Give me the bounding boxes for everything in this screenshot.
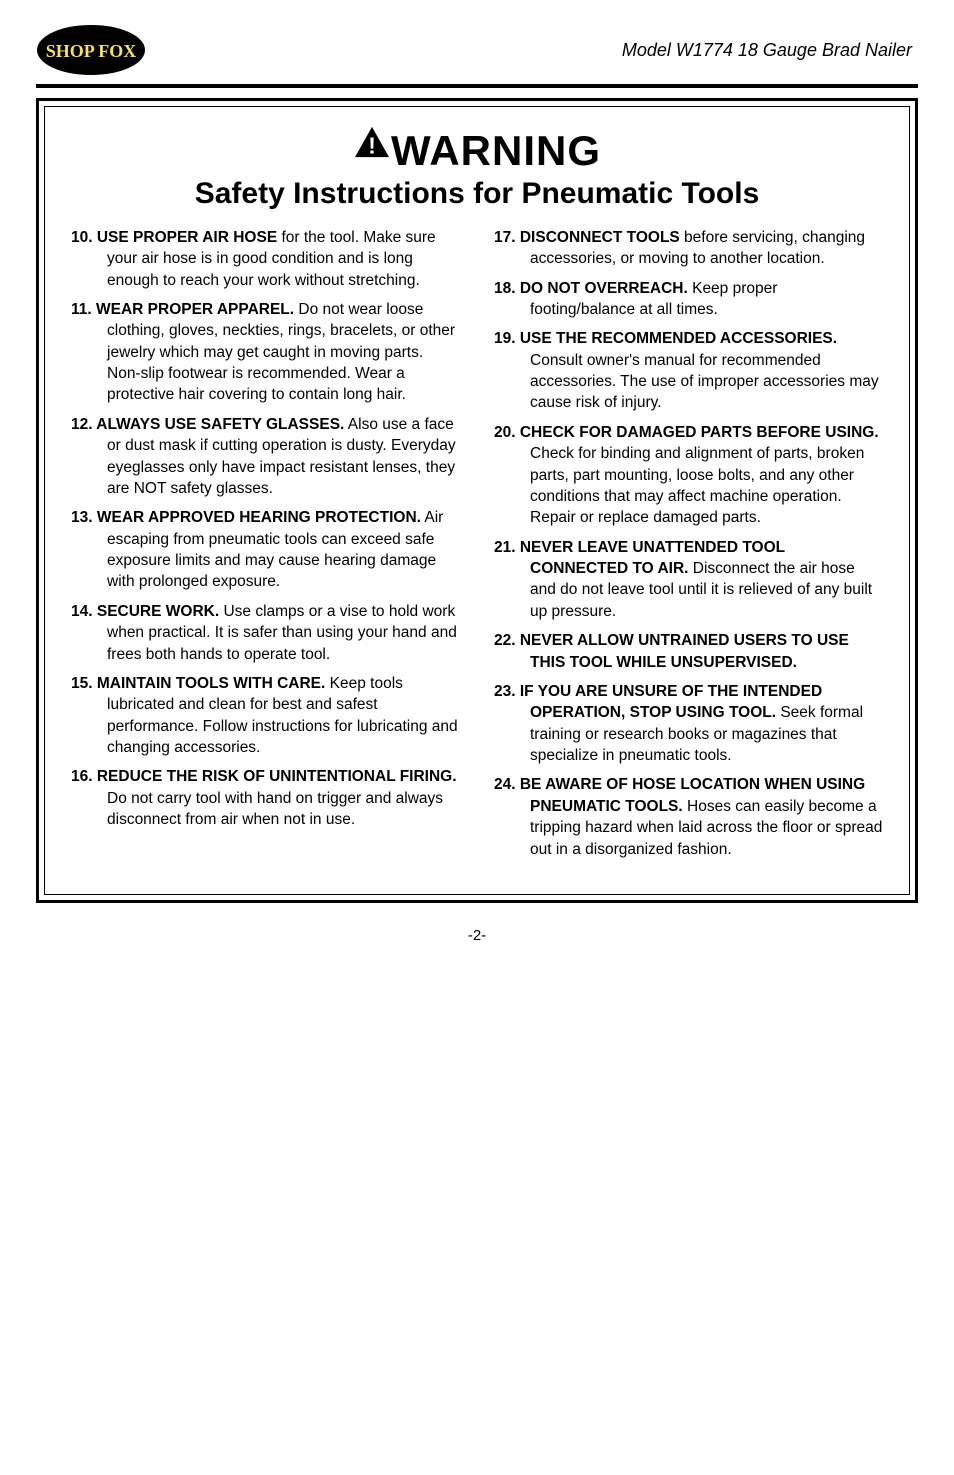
- left-column: 10. USE PROPER AIR HOSE for the tool. Ma…: [71, 227, 460, 868]
- safety-item: 22. NEVER ALLOW UNTRAINED USERS TO USE T…: [494, 630, 883, 673]
- item-number: 11.: [71, 301, 96, 318]
- warning-triangle-icon: !: [353, 125, 391, 159]
- item-number: 17.: [494, 229, 520, 246]
- item-number: 21.: [494, 539, 520, 556]
- warning-outer-frame: ! WARNING Safety Instructions for Pneuma…: [36, 98, 918, 903]
- safety-item: 12. ALWAYS USE SAFETY GLASSES. Also use …: [71, 414, 460, 500]
- item-number: 18.: [494, 280, 520, 297]
- safety-item: 17. DISCONNECT TOOLS before servicing, c…: [494, 227, 883, 270]
- safety-item: 20. CHECK FOR DAMAGED PARTS BEFORE USING…: [494, 422, 883, 529]
- item-body: Consult owner's manual for recommended a…: [530, 352, 879, 412]
- columns: 10. USE PROPER AIR HOSE for the tool. Ma…: [71, 227, 883, 868]
- item-number: 10.: [71, 229, 97, 246]
- item-number: 19.: [494, 330, 520, 347]
- item-number: 23.: [494, 683, 520, 700]
- item-number: 12.: [71, 416, 96, 433]
- safety-item: 24. BE AWARE OF HOSE LOCATION WHEN USING…: [494, 774, 883, 860]
- item-lead: WEAR PROPER APPAREL.: [96, 301, 294, 318]
- right-column: 17. DISCONNECT TOOLS before servicing, c…: [494, 227, 883, 868]
- item-number: 15.: [71, 675, 97, 692]
- item-number: 13.: [71, 509, 97, 526]
- document-page: SHOP FOX Model W1774 18 Gauge Brad Naile…: [0, 0, 954, 974]
- item-number: 14.: [71, 603, 97, 620]
- warning-label: WARNING: [391, 127, 601, 174]
- item-lead: MAINTAIN TOOLS WITH CARE.: [97, 675, 325, 692]
- safety-item: 11. WEAR PROPER APPAREL. Do not wear loo…: [71, 299, 460, 406]
- header-row: SHOP FOX Model W1774 18 Gauge Brad Naile…: [36, 22, 918, 78]
- item-lead: NEVER ALLOW UNTRAINED USERS TO USE THIS …: [520, 632, 849, 670]
- item-lead: USE PROPER AIR HOSE: [97, 229, 277, 246]
- item-number: 24.: [494, 776, 520, 793]
- page-number: -2-: [36, 927, 918, 944]
- item-number: 16.: [71, 768, 97, 785]
- item-lead: REDUCE THE RISK OF UNINTENTIONAL FIRING.: [97, 768, 457, 785]
- safety-item: 15. MAINTAIN TOOLS WITH CARE. Keep tools…: [71, 673, 460, 759]
- header-rule: [36, 84, 918, 88]
- item-lead: DISCONNECT TOOLS: [520, 229, 680, 246]
- svg-text:!: !: [368, 132, 376, 158]
- safety-item: 13. WEAR APPROVED HEARING PROTECTION. Ai…: [71, 507, 460, 593]
- model-header: Model W1774 18 Gauge Brad Nailer: [146, 40, 918, 61]
- item-lead: USE THE RECOMMENDED ACCESSORIES.: [520, 330, 837, 347]
- item-lead: WEAR APPROVED HEARING PROTECTION.: [97, 509, 421, 526]
- item-lead: SECURE WORK.: [97, 603, 219, 620]
- safety-item: 14. SECURE WORK. Use clamps or a vise to…: [71, 601, 460, 665]
- item-lead: ALWAYS USE SAFETY GLASSES.: [96, 416, 344, 433]
- item-body: Do not carry tool with hand on trigger a…: [107, 790, 443, 828]
- safety-item: 21. NEVER LEAVE UNATTENDED TOOL CONNECTE…: [494, 537, 883, 623]
- warning-inner-frame: ! WARNING Safety Instructions for Pneuma…: [44, 106, 910, 895]
- item-lead: CHECK FOR DAMAGED PARTS BEFORE USING.: [520, 424, 879, 441]
- safety-item: 16. REDUCE THE RISK OF UNINTENTIONAL FIR…: [71, 766, 460, 830]
- brand-logo: SHOP FOX: [36, 22, 146, 78]
- safety-item: 19. USE THE RECOMMENDED ACCESSORIES. Con…: [494, 328, 883, 414]
- warning-subtitle: Safety Instructions for Pneumatic Tools: [71, 177, 883, 211]
- safety-item: 10. USE PROPER AIR HOSE for the tool. Ma…: [71, 227, 460, 291]
- safety-item: 23. IF YOU ARE UNSURE OF THE INTENDED OP…: [494, 681, 883, 767]
- item-number: 20.: [494, 424, 520, 441]
- warning-title-row: ! WARNING: [71, 125, 883, 175]
- safety-item: 18. DO NOT OVERREACH. Keep proper footin…: [494, 278, 883, 321]
- item-body: Check for binding and alignment of parts…: [530, 445, 864, 526]
- logo-text: SHOP FOX: [46, 41, 137, 61]
- item-lead: DO NOT OVERREACH.: [520, 280, 688, 297]
- item-number: 22.: [494, 632, 520, 649]
